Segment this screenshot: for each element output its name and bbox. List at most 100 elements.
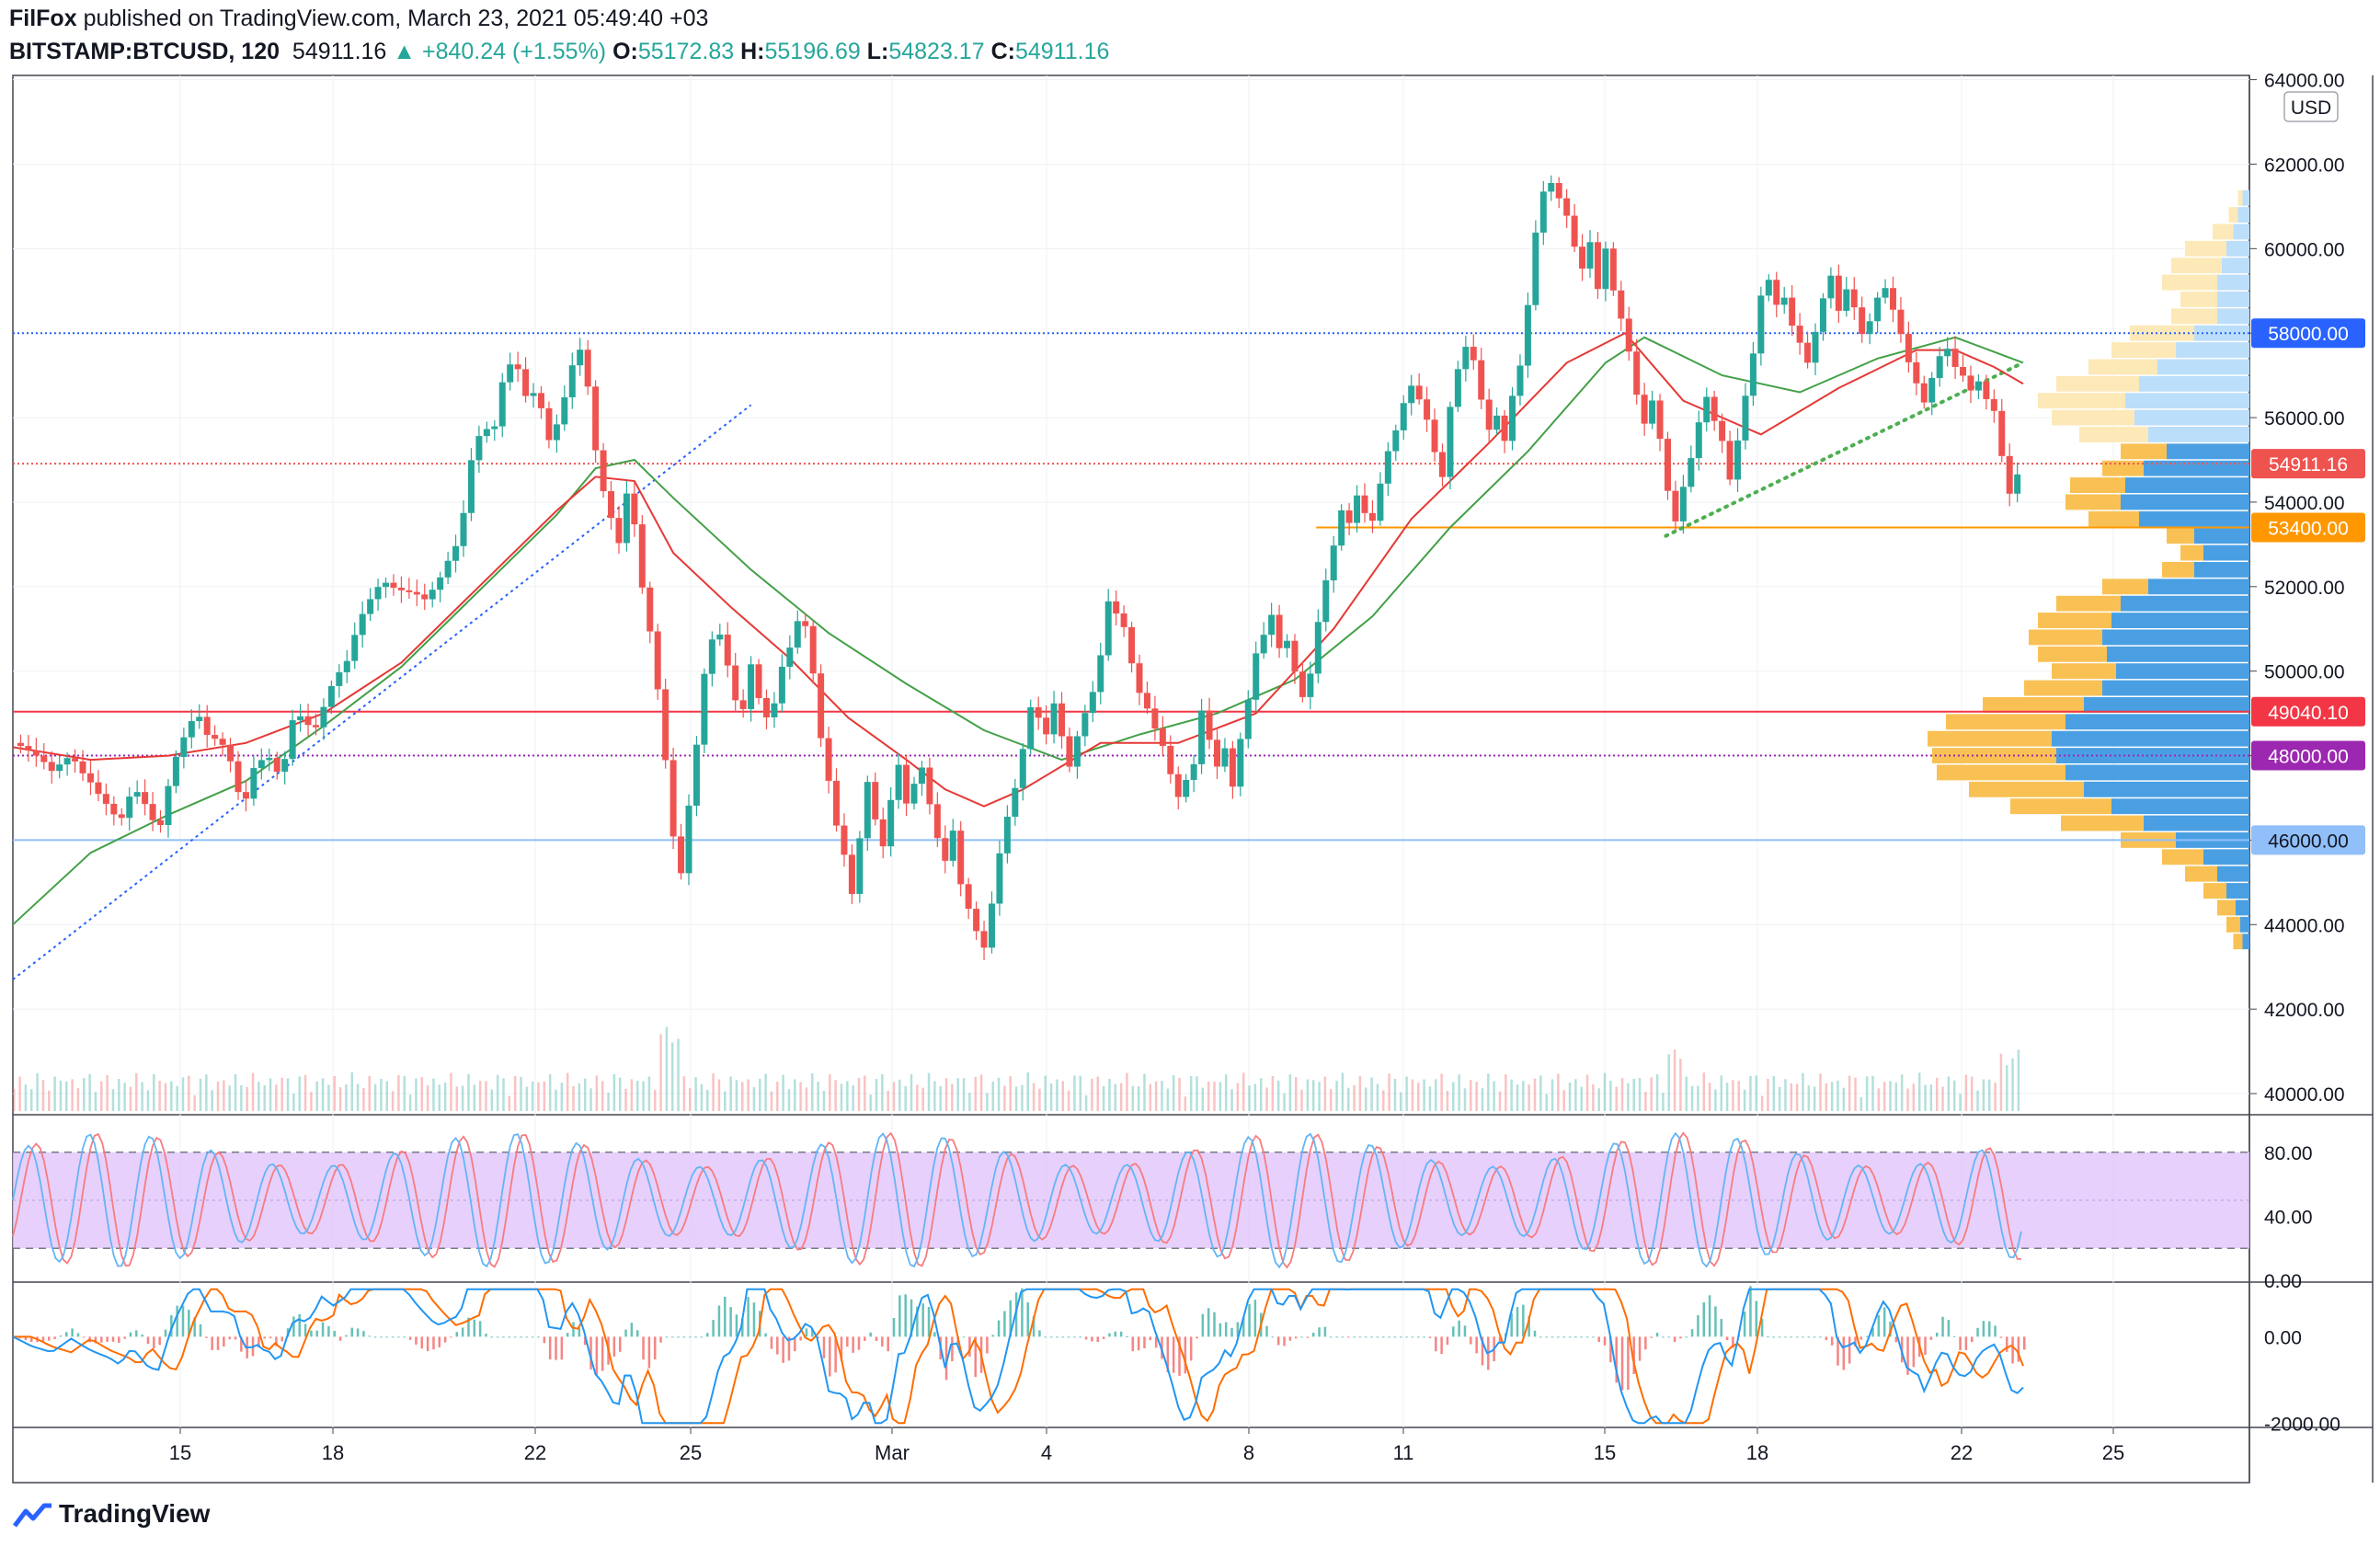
volume-bar [1230, 1089, 1233, 1111]
macd-histogram-bar [1318, 1327, 1321, 1337]
macd-histogram-bar [1976, 1327, 1979, 1337]
volume-bar [1003, 1085, 1006, 1111]
ohlc-legend: BITSTAMP:BTCUSD, 120 54911.16 ▲ +840.24 … [9, 39, 1109, 65]
candle-body [1618, 290, 1625, 319]
volume-bar [1032, 1083, 1036, 1111]
footer-brand[interactable]: TradingView [13, 1499, 210, 1530]
candle-body [762, 697, 770, 717]
volume-bar [712, 1072, 715, 1111]
volume-bar [904, 1085, 907, 1111]
candle-body [1400, 403, 1407, 430]
macd-histogram-bar [1673, 1336, 1676, 1342]
macd-histogram-bar [100, 1336, 103, 1343]
volume-bar [1253, 1083, 1257, 1111]
candle-body [351, 635, 359, 661]
macd-histogram-bar [432, 1336, 435, 1350]
volume-bar [1802, 1072, 1804, 1111]
volume-bar [111, 1089, 115, 1111]
volume-profile-bar [2024, 680, 2102, 696]
macd-histogram-bar [1528, 1315, 1530, 1337]
volume-profile-bar [2217, 865, 2249, 882]
candle-body [646, 587, 654, 632]
volume-bar [939, 1085, 942, 1111]
volume-bar [1172, 1075, 1175, 1111]
candle-body [475, 436, 483, 461]
candle-body [1998, 410, 2006, 456]
macd-histogram-bar [1084, 1336, 1088, 1340]
volume-bar [216, 1081, 220, 1111]
macd-histogram-bar [1760, 1318, 1764, 1337]
candle-body [685, 805, 692, 874]
macd-histogram-bar [612, 1336, 616, 1358]
volume-bar [1294, 1077, 1298, 1111]
candle-body [320, 706, 327, 728]
macd-histogram-bar [303, 1324, 307, 1337]
candle-body [933, 804, 941, 839]
macd-histogram-bar [1294, 1336, 1298, 1339]
volume-bar [71, 1079, 74, 1111]
volume-bar [1458, 1074, 1460, 1111]
volume-bar [1749, 1075, 1752, 1111]
candle-body [553, 424, 560, 441]
macd-histogram-bar [1119, 1331, 1123, 1337]
currency-badge [2283, 91, 2339, 122]
macd-histogram-bar [71, 1328, 74, 1337]
macd-histogram-bar [829, 1336, 831, 1377]
volume-bar [1679, 1059, 1682, 1111]
candle-body [1524, 304, 1531, 366]
macd-histogram-bar [1638, 1336, 1642, 1361]
macd-histogram-bar [362, 1331, 365, 1337]
candle-body [102, 794, 109, 804]
volume-bar [1859, 1096, 1863, 1111]
candle-body [1579, 246, 1586, 269]
volume-profile-bar [2088, 359, 2157, 375]
macd-histogram-bar [642, 1336, 645, 1360]
macd-histogram-bar [1079, 1336, 1082, 1338]
volume-bar [310, 1092, 313, 1111]
macd-histogram-bar [315, 1330, 318, 1337]
macd-histogram-bar [1224, 1322, 1228, 1337]
macd-tick-label: 0.00 [2264, 1327, 2302, 1348]
author-name[interactable]: FilFox [9, 6, 77, 31]
macd-histogram-bar [1778, 1336, 1781, 1338]
price-label-badge [2251, 740, 2365, 771]
macd-histogram-bar [1341, 1336, 1344, 1338]
volume-profile-bar [2162, 849, 2203, 865]
macd-histogram-bar [1580, 1336, 1583, 1338]
volume-bar [1620, 1078, 1624, 1111]
macd-histogram-bar [205, 1336, 208, 1338]
candle-body [429, 590, 436, 600]
candle-body [257, 760, 265, 769]
macd-histogram-bar [787, 1336, 791, 1361]
candle-body [1882, 288, 1889, 298]
volume-bar [817, 1082, 819, 1111]
candle-body [1415, 385, 1423, 400]
macd-histogram-bar [65, 1332, 68, 1337]
volume-bar [1667, 1054, 1670, 1111]
volume-profile-bar [2171, 258, 2222, 274]
price-label-text: 53400.00 [2268, 519, 2349, 540]
volume-profile-bar [2056, 595, 2121, 612]
volume-bar [1358, 1075, 1362, 1111]
macd-histogram-bar [280, 1336, 283, 1342]
volume-bar [508, 1095, 511, 1111]
macd-histogram-bar [1335, 1336, 1338, 1338]
symbol-label[interactable]: BITSTAMP:BTCUSD, 120 [9, 39, 280, 64]
macd-histogram-bar [1732, 1336, 1734, 1348]
volume-profile-bar [2056, 375, 2139, 392]
macd-histogram-bar [1323, 1326, 1327, 1337]
volume-bar [403, 1076, 406, 1111]
volume-bar [799, 1082, 802, 1111]
macd-histogram-bar [1196, 1336, 1198, 1339]
macd-histogram-bar [1836, 1336, 1839, 1366]
macd-histogram-bar [467, 1317, 470, 1337]
macd-histogram-bar [1276, 1336, 1280, 1346]
volume-bar [100, 1081, 103, 1111]
candle-body [1765, 280, 1772, 296]
volume-bar [752, 1087, 756, 1111]
volume-bar [1353, 1084, 1356, 1111]
macd-histogram-bar [1201, 1313, 1205, 1337]
candle-body [1703, 396, 1711, 423]
volume-bar [1143, 1073, 1146, 1111]
